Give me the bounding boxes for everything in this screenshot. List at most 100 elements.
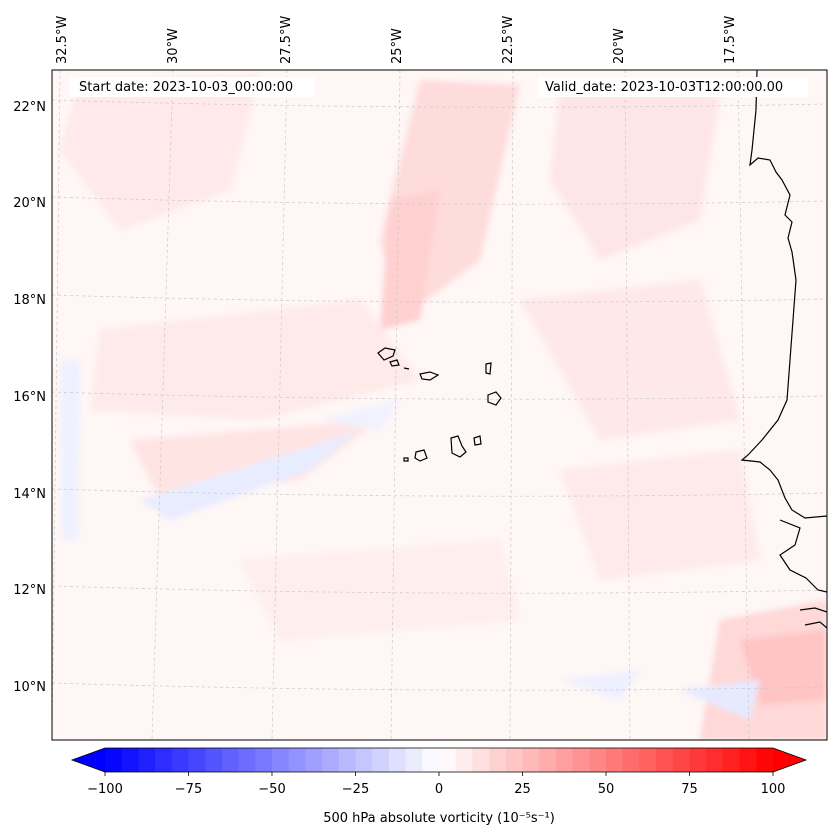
- island-maio: [473, 435, 482, 446]
- lon-label: 27.5°W: [279, 16, 294, 64]
- start-date-label: Start date: 2023-10-03_00:00:00: [79, 80, 293, 95]
- colorbar-tick-label: −25: [342, 782, 369, 797]
- colorbar-cell: [622, 748, 640, 772]
- colorbar-cell: [555, 748, 573, 772]
- island-brava: [403, 457, 409, 462]
- vorticity-field: [52, 70, 827, 740]
- colorbar-cell: [388, 748, 406, 772]
- colorbar-cell: [305, 748, 323, 772]
- parallel: [52, 196, 827, 205]
- colorbar-cell: [322, 748, 340, 772]
- colorbar-cell: [439, 748, 457, 772]
- colorbar-cell: [138, 748, 156, 772]
- parallel: [52, 682, 827, 691]
- colorbar-cell: [472, 748, 490, 772]
- colorbar-cell: [672, 748, 690, 772]
- colorbar-tick-label: 50: [598, 782, 615, 797]
- lon-label: 20°W: [612, 28, 627, 64]
- map-panel: Start date: 2023-10-03_00:00:00 Valid_da…: [13, 16, 828, 741]
- latitude-labels: 22°N 20°N 18°N 16°N 14°N 12°N 10°N: [13, 100, 46, 695]
- longitude-labels: 32.5°W 30°W 27.5°W 25°W 22.5°W 20°W 17.5…: [55, 16, 738, 64]
- colorbar-tick-label: 0: [435, 782, 443, 797]
- colorbar-cell: [756, 748, 774, 772]
- graticule: [52, 70, 827, 740]
- meridian: [390, 70, 401, 740]
- colorbar-cell: [722, 748, 740, 772]
- lat-label: 22°N: [13, 100, 46, 115]
- colorbar-cell: [489, 748, 507, 772]
- island-sao-nicolau: [419, 371, 440, 381]
- colorbar-cell: [706, 748, 724, 772]
- colorbar-tick-label: −50: [258, 782, 285, 797]
- colorbar-cell: [455, 748, 473, 772]
- island-santiago: [450, 435, 467, 458]
- colorbar-tick-label: −100: [87, 782, 123, 797]
- colorbar-cell: [205, 748, 223, 772]
- lon-label: 17.5°W: [723, 16, 738, 64]
- colorbar-tick-label: 75: [681, 782, 698, 797]
- colorbar-cell: [338, 748, 356, 772]
- start-date-box: [70, 77, 315, 97]
- lon-label: 30°W: [166, 28, 181, 64]
- lat-label: 10°N: [13, 680, 46, 695]
- colorbar-cell: [689, 748, 707, 772]
- colorbar-ticks: −100 −75 −50 −25 0 25 50 75 100: [87, 772, 785, 797]
- colorbar-cell: [606, 748, 624, 772]
- lat-label: 16°N: [13, 390, 46, 405]
- lon-label: 22.5°W: [501, 16, 516, 64]
- colorbar-tick-label: 100: [761, 782, 786, 797]
- lat-label: 18°N: [13, 293, 46, 308]
- colorbar-cell: [238, 748, 256, 772]
- colorbar-cell: [288, 748, 306, 772]
- colorbar-cell: [522, 748, 540, 772]
- lon-label: 25°W: [390, 28, 405, 64]
- guinea-coast: [779, 519, 827, 593]
- colorbar-extend-min: [72, 748, 105, 772]
- parallel: [52, 585, 827, 594]
- colorbar-cell: [171, 748, 189, 772]
- colorbar-cell: [505, 748, 523, 772]
- colorbar-cell: [589, 748, 607, 772]
- colorbar-cell: [539, 748, 557, 772]
- colorbar-cell: [656, 748, 674, 772]
- colorbar-tick-label: 25: [514, 782, 531, 797]
- meridian: [624, 70, 631, 740]
- lat-label: 12°N: [13, 583, 46, 598]
- bijagos-islands: [799, 607, 827, 629]
- colorbar-cell: [739, 748, 757, 772]
- island-boa-vista: [487, 391, 502, 406]
- colorbar-cell: [188, 748, 206, 772]
- meridian: [151, 70, 174, 740]
- meridian: [509, 70, 514, 740]
- map-frame: [51, 69, 828, 741]
- island-fogo: [414, 449, 428, 462]
- island-santo-antao: [377, 347, 396, 361]
- colorbar-cells: [105, 748, 774, 772]
- parallel: [52, 391, 827, 400]
- coastline: [740, 70, 827, 629]
- valid-date-label: Valid_date: 2023-10-03T12:00:00.00: [545, 80, 783, 95]
- parallel: [52, 488, 827, 497]
- meridian: [737, 70, 750, 740]
- colorbar-cell: [372, 748, 390, 772]
- parallel: [52, 99, 827, 108]
- colorbar-tick-label: −75: [175, 782, 202, 797]
- meridian: [271, 70, 288, 740]
- colorbar-label: 500 hPa absolute vorticity (10⁻⁵s⁻¹): [323, 811, 555, 826]
- island-santa-luzia: [403, 367, 410, 370]
- colorbar-cell: [221, 748, 239, 772]
- lat-label: 20°N: [13, 196, 46, 211]
- island-sal: [485, 362, 492, 375]
- africa-coast: [740, 70, 827, 519]
- lon-label: 32.5°W: [55, 16, 70, 64]
- colorbar-cell: [272, 748, 290, 772]
- colorbar-cell: [155, 748, 173, 772]
- colorbar-cell: [405, 748, 423, 772]
- cape-verde-islands: [377, 347, 502, 462]
- valid-date-box: [538, 77, 808, 97]
- meridian: [52, 70, 61, 740]
- colorbar-cell: [105, 748, 123, 772]
- lat-label: 14°N: [13, 487, 46, 502]
- colorbar: −100 −75 −50 −25 0 25 50 75 100 500 hPa absolute…: [70, 747, 808, 826]
